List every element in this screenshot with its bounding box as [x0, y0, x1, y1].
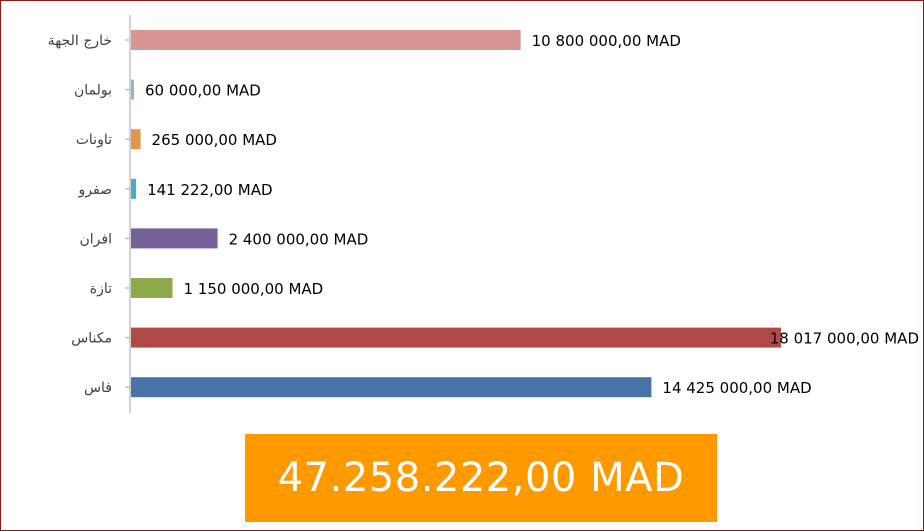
bar — [131, 327, 781, 348]
value-label: 265 000,00 MAD — [152, 131, 277, 149]
bar — [131, 129, 141, 150]
bar — [131, 79, 134, 100]
value-label: 141 222,00 MAD — [147, 181, 272, 199]
value-label: 2 400 000,00 MAD — [229, 230, 369, 248]
category-label: فاس — [84, 380, 112, 396]
category-label: بولمان — [74, 83, 112, 99]
category-label: صفرو — [78, 182, 112, 198]
bar — [131, 228, 218, 249]
value-label: 14 425 000,00 MAD — [662, 379, 811, 397]
value-label: 60 000,00 MAD — [145, 82, 261, 100]
category-label: افران — [80, 231, 112, 247]
value-label: 18 017 000,00 MAD — [770, 330, 919, 348]
bar — [131, 278, 173, 298]
total-box: 47.258.222,00 MAD — [245, 434, 717, 522]
value-label: 10 800 000,00 MAD — [532, 32, 681, 50]
bar — [131, 30, 521, 50]
category-label: مكناس — [71, 331, 112, 347]
total-amount: 47.258.222,00 MAD — [277, 455, 685, 501]
category-label: تازة — [90, 281, 112, 297]
value-label: 1 150 000,00 MAD — [183, 280, 323, 298]
bar — [131, 178, 137, 199]
category-label: خارج الجهة — [48, 33, 112, 49]
category-label: تاونات — [76, 132, 112, 148]
bar — [131, 377, 652, 398]
bar-chart: خارج الجهة 10 800 000,00 MAD بولمان 60 000,… — [48, 15, 919, 413]
